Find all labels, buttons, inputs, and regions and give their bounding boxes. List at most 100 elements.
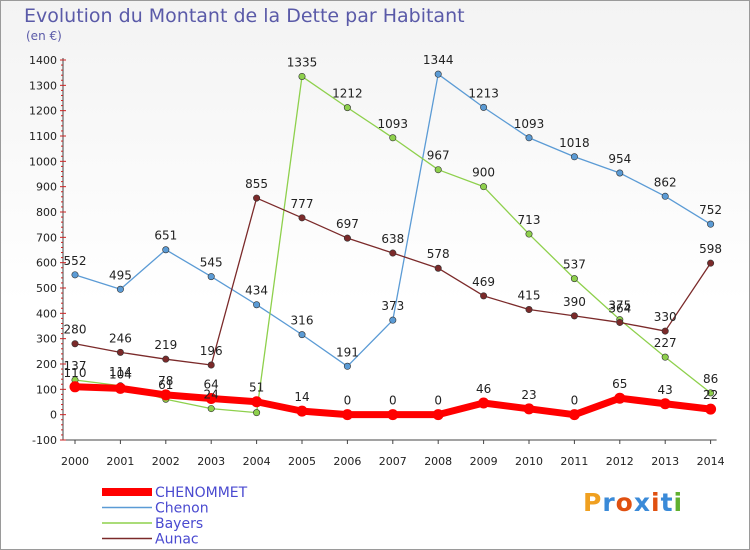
data-point-chenon	[253, 301, 261, 309]
logo-letter: r	[602, 488, 616, 517]
series-layer	[69, 70, 717, 421]
data-point-chenommet	[205, 392, 217, 404]
x-tick-label: 2000	[61, 455, 89, 468]
x-tick-label: 2004	[243, 455, 271, 468]
data-label-aunac: 469	[472, 275, 495, 289]
data-point-chenon	[707, 220, 715, 228]
data-point-aunac	[343, 234, 351, 242]
data-label-chenommet: 78	[158, 374, 173, 388]
y-tick-label: 600	[36, 257, 57, 270]
data-label-chenon: 752	[699, 203, 722, 217]
data-label-aunac: 638	[381, 232, 404, 246]
data-point-chenon	[343, 362, 351, 370]
data-label-aunac: 280	[64, 323, 87, 337]
data-label-chenon: 316	[291, 314, 314, 328]
data-point-bayers	[207, 405, 215, 413]
data-point-chenommet	[523, 403, 535, 415]
data-point-aunac	[389, 249, 397, 257]
data-label-aunac: 390	[563, 295, 586, 309]
data-point-chenon	[570, 153, 578, 161]
x-tick-label: 2001	[106, 455, 134, 468]
data-label-aunac: 219	[154, 338, 177, 352]
chart-title: Evolution du Montant de la Dette par Hab…	[24, 5, 465, 27]
data-label-aunac: 777	[291, 197, 314, 211]
x-tick-label: 2013	[651, 455, 679, 468]
data-point-bayers	[298, 72, 306, 80]
x-tick-label: 2009	[470, 455, 498, 468]
data-label-bayers: 1093	[378, 117, 409, 131]
data-point-chenon	[525, 134, 533, 142]
data-label-aunac: 855	[245, 177, 268, 191]
data-point-bayers	[389, 134, 397, 142]
data-label-chenon: 1213	[468, 86, 499, 100]
legend-label-chenon: Chenon	[155, 501, 209, 517]
data-point-chenommet	[705, 403, 717, 415]
data-point-aunac	[661, 327, 669, 335]
data-point-chenon	[661, 192, 669, 200]
data-point-chenon	[71, 271, 79, 279]
data-point-chenommet	[160, 389, 172, 401]
data-point-chenon	[298, 331, 306, 339]
data-label-chenommet: 0	[571, 394, 579, 408]
data-label-chenon: 1018	[559, 136, 590, 150]
data-point-chenon	[162, 246, 170, 254]
data-label-chenon: 862	[654, 175, 677, 189]
data-point-bayers	[434, 166, 442, 174]
axes: -100010020030040050060070080090010001100…	[29, 54, 725, 468]
data-point-aunac	[480, 292, 488, 300]
data-label-chenommet: 22	[703, 388, 718, 402]
logo-letter: x	[633, 488, 651, 517]
data-point-chenon	[207, 273, 215, 281]
data-point-chenommet	[478, 397, 490, 409]
x-tick-label: 2002	[152, 455, 180, 468]
y-tick-label: 1200	[29, 105, 57, 118]
data-label-bayers: 86	[703, 372, 718, 386]
data-label-chenon: 545	[200, 256, 223, 270]
data-label-aunac: 415	[518, 289, 541, 303]
data-label-aunac: 598	[699, 242, 722, 256]
data-label-chenommet: 23	[521, 388, 536, 402]
legend-label-aunac: Aunac	[155, 532, 199, 548]
y-tick-label: 700	[36, 231, 57, 244]
logo-letter: i	[651, 488, 661, 517]
data-point-chenommet	[251, 396, 263, 408]
data-point-chenommet	[432, 409, 444, 421]
data-label-chenommet: 0	[344, 394, 352, 408]
data-point-aunac	[116, 348, 124, 356]
y-tick-label: -100	[32, 434, 57, 447]
data-label-aunac: 578	[427, 247, 450, 261]
data-label-bayers: 61	[158, 378, 173, 392]
data-label-chenommet: 51	[249, 381, 264, 395]
data-point-chenon	[389, 316, 397, 324]
logo-letter: t	[660, 488, 674, 517]
x-tick-label: 2008	[424, 455, 452, 468]
data-label-bayers: 713	[518, 213, 541, 227]
data-label-chenon: 373	[381, 299, 404, 313]
y-tick-label: 0	[50, 409, 57, 422]
data-point-chenon	[616, 169, 624, 177]
data-point-chenon	[116, 285, 124, 293]
data-label-chenommet: 110	[64, 366, 87, 380]
data-label-bayers: 1212	[332, 87, 363, 101]
data-point-bayers	[661, 353, 669, 361]
data-label-chenon: 495	[109, 268, 132, 282]
data-label-bayers: 537	[563, 258, 586, 272]
data-label-aunac: 246	[109, 331, 132, 345]
data-label-chenon: 1344	[423, 53, 454, 67]
legend-label-bayers: Bayers	[155, 516, 203, 532]
x-tick-label: 2005	[288, 455, 316, 468]
data-label-chenon: 954	[608, 152, 631, 166]
data-point-bayers	[570, 275, 578, 283]
data-label-chenommet: 65	[612, 377, 627, 391]
chart-subtitle: (en €)	[26, 29, 62, 43]
data-label-aunac: 364	[608, 301, 631, 315]
x-tick-label: 2014	[697, 455, 725, 468]
data-point-aunac	[71, 340, 79, 348]
data-label-bayers: 24	[204, 388, 219, 402]
data-point-chenommet	[659, 398, 671, 410]
y-tick-label: 300	[36, 333, 57, 346]
data-label-chenommet: 104	[109, 367, 132, 381]
data-label-aunac: 330	[654, 310, 677, 324]
